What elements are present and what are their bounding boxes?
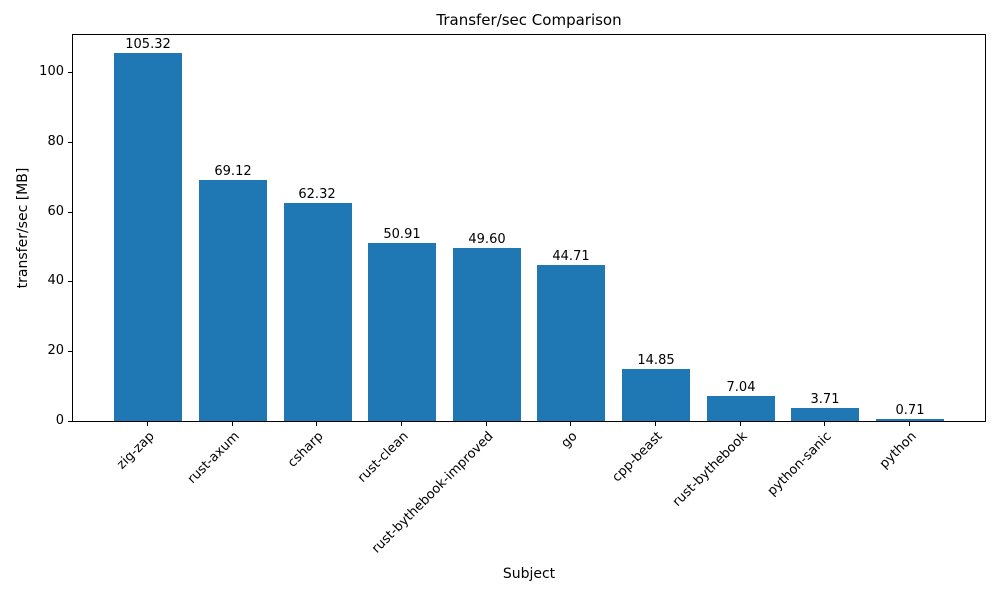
y-tick-mark (68, 351, 72, 352)
bar-value-label: 50.91 (383, 227, 421, 242)
bar-value-label: 0.71 (895, 403, 925, 418)
bar-value-label: 7.04 (726, 380, 756, 395)
bar-rust-bythebook (707, 396, 775, 421)
y-tick-label: 80 (47, 134, 64, 149)
x-tick-mark (740, 422, 741, 426)
x-tick-mark (909, 422, 910, 426)
x-tick-mark (147, 422, 148, 426)
y-tick-mark (68, 421, 72, 422)
bar-value-label: 14.85 (637, 353, 675, 368)
y-tick-label: 0 (55, 413, 64, 428)
x-tick-mark (232, 422, 233, 426)
y-tick-mark (68, 72, 72, 73)
bar-value-label: 49.60 (468, 232, 506, 247)
bar-zig-zap (114, 53, 182, 421)
x-tick-mark (401, 422, 402, 426)
y-tick-label: 20 (47, 343, 64, 358)
bar-cpp-beast (622, 369, 690, 421)
bar-value-label: 44.71 (552, 249, 590, 264)
bar-value-label: 62.32 (298, 187, 336, 202)
x-tick-mark (655, 422, 656, 426)
y-tick-label: 40 (47, 273, 64, 288)
bar-value-label: 3.71 (810, 392, 840, 407)
y-axis-label: transfer/sec [MB] (15, 167, 31, 289)
x-tick-mark (824, 422, 825, 426)
plot-area: 105.32 69.12 62.32 50.91 49.60 44.71 14.85 7.04… (72, 34, 986, 422)
bar-rust-bythebook-improved (453, 248, 521, 421)
y-tick-mark (68, 142, 72, 143)
bar-value-label: 69.12 (214, 164, 252, 179)
y-tick-label: 60 (47, 204, 64, 219)
bar-value-label: 105.32 (125, 37, 171, 52)
y-tick-label: 100 (39, 64, 64, 79)
y-tick-mark (68, 212, 72, 213)
bar-go (537, 265, 605, 421)
bar-python-sanic (791, 408, 859, 421)
y-tick-mark (68, 281, 72, 282)
chart-title: Transfer/sec Comparison (436, 11, 622, 29)
bar-csharp (284, 203, 352, 421)
x-tick-mark (486, 422, 487, 426)
bar-rust-axum (199, 180, 267, 421)
x-tick-mark (570, 422, 571, 426)
bar-python (876, 419, 944, 421)
bar-rust-clean (368, 243, 436, 421)
x-tick-mark (316, 422, 317, 426)
x-axis-label: Subject (502, 566, 556, 582)
